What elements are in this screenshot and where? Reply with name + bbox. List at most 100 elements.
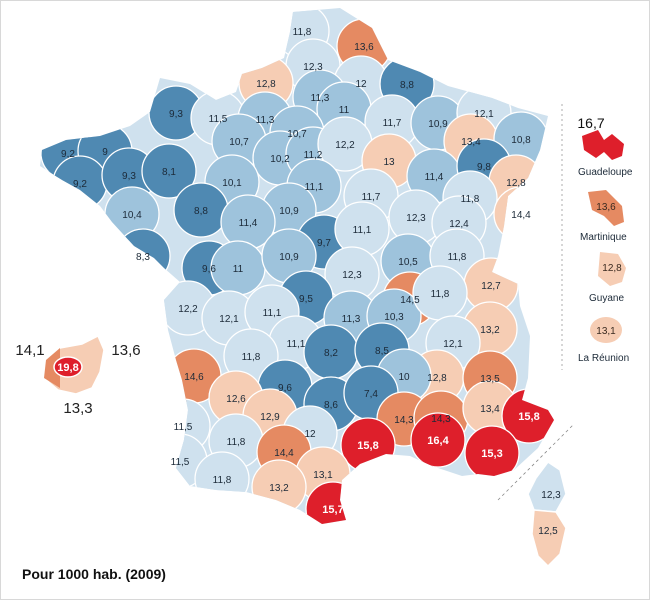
- department-value: 10,7: [287, 129, 307, 140]
- department-value: 11,4: [425, 172, 444, 183]
- department-value: 13,4: [480, 404, 500, 415]
- department-value: 12,9: [260, 412, 280, 423]
- department-value: 8,2: [324, 348, 338, 359]
- corsica: 12,3 12,5: [497, 423, 575, 568]
- department-value: 12,4: [449, 219, 469, 230]
- department-value: 14,5: [400, 295, 420, 306]
- department-area: [141, 143, 197, 199]
- reunion-name: La Réunion: [578, 353, 629, 364]
- corsica-value: 12,5: [538, 526, 558, 537]
- corsica-north: [527, 460, 567, 513]
- guyane-value: 12,8: [602, 263, 622, 274]
- department-value: 10: [398, 372, 410, 383]
- department-value: 9,3: [169, 109, 183, 120]
- department-value: 8,3: [136, 252, 150, 263]
- department-value: 9,2: [61, 149, 75, 160]
- reunion-shape: [590, 317, 622, 343]
- paris-inset: 19,8 14,1 13,6 13,3: [15, 334, 141, 417]
- department-value: 13: [383, 157, 395, 168]
- department-value: 11,3: [311, 93, 330, 104]
- department-value: 13,1: [313, 470, 333, 481]
- department-value: 7,4: [364, 389, 378, 400]
- department-value: 13,2: [480, 325, 500, 336]
- department-value: 9,3: [122, 171, 136, 182]
- corsica-south: [531, 509, 567, 568]
- guadeloupe-name: Guadeloupe: [578, 167, 633, 178]
- department-value: 14,3: [394, 415, 414, 426]
- department-value: 10,9: [428, 119, 448, 130]
- department-value: 15,8: [357, 440, 378, 452]
- department-value: 12,3: [303, 62, 323, 73]
- martinique-name: Martinique: [580, 232, 627, 243]
- paris-inset-center: [53, 356, 83, 378]
- department-value: 11,8: [461, 194, 480, 205]
- department-value: 12,6: [226, 394, 246, 405]
- corsica-value: 12,3: [541, 490, 561, 501]
- department-value: 12,8: [427, 373, 447, 384]
- department-value: 11,1: [305, 182, 324, 193]
- guadeloupe-shape: [582, 130, 624, 160]
- department-value: 12,7: [481, 281, 501, 292]
- department-value: 15,7: [322, 504, 343, 516]
- guyane-name: Guyane: [589, 293, 624, 304]
- department-value: 13,4: [461, 137, 481, 148]
- department-value: 14,4: [511, 210, 531, 221]
- department-value: 13,5: [480, 374, 500, 385]
- department-value: 8,6: [324, 400, 338, 411]
- department-value: 12: [304, 429, 316, 440]
- department-value: 8,8: [194, 206, 208, 217]
- department-value: 8,1: [162, 167, 176, 178]
- reunion-value: 13,1: [596, 326, 616, 337]
- department-value: 11,8: [431, 289, 450, 300]
- department-value: 9: [102, 147, 108, 158]
- paris-center-value: 19,8: [57, 362, 78, 374]
- department-value: 8,5: [375, 346, 389, 357]
- department-value: 12,8: [256, 79, 276, 90]
- department-value: 11,3: [256, 115, 275, 126]
- department-area: [410, 412, 466, 468]
- guyane-shape: [598, 252, 626, 286]
- paris-west-value: 14,1: [15, 342, 44, 359]
- department-value: 9,7: [317, 238, 331, 249]
- martinique-value: 13,6: [596, 202, 616, 213]
- department-value: 11,7: [383, 118, 402, 129]
- department-value: 11,1: [353, 225, 372, 236]
- department-value: 9,6: [278, 383, 292, 394]
- department-value: 10,1: [222, 178, 242, 189]
- guadeloupe-value: 16,7: [577, 115, 604, 131]
- department-value: 11,4: [239, 218, 258, 229]
- department-value: 15,3: [481, 448, 502, 460]
- department-value: 10,4: [122, 210, 142, 221]
- paris-east-value: 13,6: [111, 342, 140, 359]
- department-value: 14,4: [274, 448, 294, 459]
- department-value: 12: [355, 79, 367, 90]
- department-value: 11,5: [174, 422, 193, 433]
- department-value: 11,7: [362, 192, 381, 203]
- department-value: 10,2: [270, 154, 290, 165]
- department-value: 11,5: [171, 457, 190, 468]
- department-value: 11: [233, 264, 244, 275]
- department-value: 11,1: [263, 308, 282, 319]
- department-value: 10,9: [279, 252, 299, 263]
- map-caption: Pour 1000 hab. (2009): [22, 566, 166, 582]
- department-value: 14,3: [431, 414, 451, 425]
- department-value: 12,3: [406, 213, 426, 224]
- department-value: 12,1: [474, 109, 494, 120]
- department-value: 10,9: [279, 206, 299, 217]
- department-value: 12,3: [342, 270, 362, 281]
- martinique-shape: [588, 190, 624, 226]
- department-value: 11,2: [304, 150, 323, 161]
- department-value: 13,6: [354, 42, 374, 53]
- department-value: 11,1: [287, 339, 306, 350]
- department-value: 11,8: [227, 437, 246, 448]
- department-value: 9,6: [202, 264, 216, 275]
- department-value: 11,3: [342, 314, 361, 325]
- department-value: 11,8: [213, 475, 232, 486]
- department-value: 13,2: [269, 483, 289, 494]
- department-value: 10,8: [511, 135, 531, 146]
- department-value: 12,8: [506, 178, 526, 189]
- department-value: 10,7: [229, 137, 249, 148]
- department-value: 9,5: [299, 294, 313, 305]
- department-value: 12,2: [178, 304, 198, 315]
